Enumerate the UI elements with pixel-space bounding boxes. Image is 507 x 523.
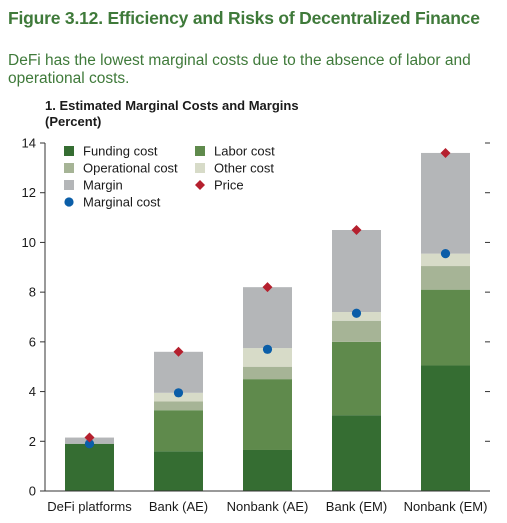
bar-segment-margin — [332, 230, 381, 313]
marker-price — [173, 346, 184, 357]
y-tick-label: 14 — [22, 136, 36, 151]
bar-segment-margin — [243, 287, 292, 349]
bar-segment-operational — [243, 366, 292, 380]
legend-label-funding: Funding cost — [83, 144, 158, 159]
legend-swatch-marginal_cost — [64, 197, 74, 207]
marker-price — [84, 432, 95, 443]
tick-marks: 0 2 4 6 8 10 12 14 — [22, 136, 490, 499]
legend-swatch-other — [195, 163, 205, 173]
bar-segment-labor — [243, 379, 292, 450]
marker-marginal_cost — [440, 249, 451, 259]
bar-segment-margin — [421, 152, 470, 254]
bar-segment-funding — [421, 365, 470, 491]
y-tick-label: 4 — [29, 384, 36, 399]
legend-swatch-price — [195, 180, 205, 190]
bar-segment-funding — [332, 415, 381, 491]
bar-segment-operational — [154, 401, 203, 411]
legend-label-price: Price — [214, 178, 244, 193]
bar-segment-margin — [154, 351, 203, 393]
legend-label-operational: Operational cost — [83, 161, 178, 176]
marker-marginal_cost — [351, 308, 362, 318]
x-tick-label: DeFi platforms — [47, 499, 132, 514]
bar-segment-labor — [332, 341, 381, 416]
y-tick-label: 0 — [29, 484, 36, 499]
bar-segment-funding — [154, 451, 203, 491]
legend-label-labor: Labor cost — [214, 144, 275, 159]
x-tick-label: Nonbank (AE) — [227, 499, 309, 514]
panel-title-block: 1. Estimated Marginal Costs and Margins … — [45, 98, 299, 130]
figure-subtitle: DeFi has the lowest marginal costs due t… — [8, 52, 471, 87]
y-tick-label: 6 — [29, 334, 36, 349]
x-tick-label: Bank (AE) — [149, 499, 208, 514]
bar-segment-other — [421, 253, 470, 267]
axes: DeFi platforms Bank (AE) Nonbank (AE) Bank … — [44, 143, 490, 514]
legend-label-margin: Margin — [83, 178, 123, 193]
marker-price — [440, 147, 451, 158]
legend-swatch-labor — [195, 146, 205, 156]
bar-segment-labor — [421, 289, 470, 366]
bar-segment-funding — [243, 449, 292, 491]
y-tick-label: 10 — [22, 235, 36, 250]
marker-marginal_cost — [84, 439, 95, 449]
marker-marginal_cost — [262, 344, 273, 354]
marker-marginal_cost — [173, 388, 184, 398]
x-tick-label: Bank (EM) — [326, 499, 387, 514]
y-tick-label: 2 — [29, 434, 36, 449]
bar-segment-operational — [332, 320, 381, 342]
legend-label-marginal_cost: Marginal cost — [83, 195, 161, 210]
legend-swatch-operational — [64, 163, 74, 173]
figure-title: Figure 3.12. Efficiency and Risks of Dec… — [8, 8, 480, 28]
legend: Funding cost Labor cost Operational cost Ot… — [64, 144, 275, 210]
legend-swatch-funding — [64, 146, 74, 156]
panel-unit: (Percent) — [45, 114, 102, 129]
bar-segment-funding — [65, 443, 114, 491]
x-tick-label: Nonbank (EM) — [404, 499, 488, 514]
legend-label-other: Other cost — [214, 161, 274, 176]
marker-price — [262, 282, 273, 293]
marker-points — [84, 147, 451, 449]
bar-segment-labor — [154, 410, 203, 452]
marker-price — [351, 225, 362, 235]
panel-title: 1. Estimated Marginal Costs and Margins — [45, 98, 299, 113]
y-tick-label: 12 — [22, 185, 36, 200]
bar-segment-operational — [421, 266, 470, 290]
bar-segment-other — [243, 348, 292, 367]
legend-swatch-margin — [64, 180, 74, 190]
y-tick-label: 8 — [29, 285, 36, 300]
